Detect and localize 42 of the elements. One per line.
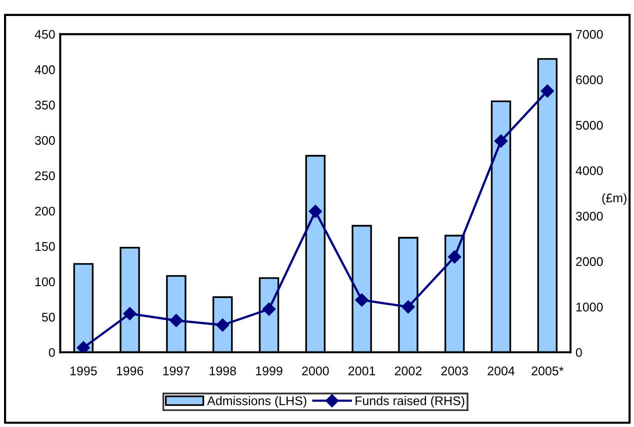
x-tick-label: 1996 [116,366,144,376]
y-tick-label: 50 [42,312,55,322]
x-tick-label: 2005* [532,366,564,376]
point [123,307,136,320]
y-tick-label: 450 [34,30,55,39]
y-tick-label: 350 [34,100,55,110]
y2-tick-label: 7000 [576,30,603,39]
y2-tick-label: 6000 [576,75,603,84]
y-tick-label: 200 [35,206,55,216]
x-tick-label: 1997 [163,366,190,376]
y2-tick-label: 4000 [576,166,603,176]
point [540,84,554,98]
y-tick-label: 400 [34,65,55,74]
point [308,204,322,218]
y-tick-label: 100 [35,277,55,286]
legend-label: Funds raised (RHS) [356,396,464,408]
point [448,250,462,264]
legend-label: Admissions (LHS) [207,396,306,408]
x-tick-label: 2002 [394,366,422,376]
y2-tick-label: 0 [576,348,582,357]
y-tick-label: 0 [48,348,55,357]
x-tick-label: 2004 [488,366,515,376]
point [494,134,508,148]
x-tick-label: 2000 [302,366,329,376]
point [170,314,183,328]
x-tick-label: 2001 [348,366,376,376]
x-tick-label: 1995 [70,366,97,376]
point [262,302,276,316]
y2-tick-label: 5000 [576,120,603,130]
point [355,293,368,307]
y2-tick-label: 1000 [576,302,603,312]
y2-tick-label: 2000 [576,257,603,266]
x-tick-label: 1998 [210,366,236,376]
x-tick-label: 2003 [441,366,468,376]
y-tick-label: 300 [34,136,55,145]
y-tick-label: 250 [35,171,55,180]
x-tick-label: 1999 [256,366,282,376]
y-tick-label: 150 [35,242,55,251]
y2-axis-title: (£m) [602,193,626,205]
y2-tick-label: 3000 [576,212,603,221]
point [76,341,90,352]
point [402,300,415,314]
